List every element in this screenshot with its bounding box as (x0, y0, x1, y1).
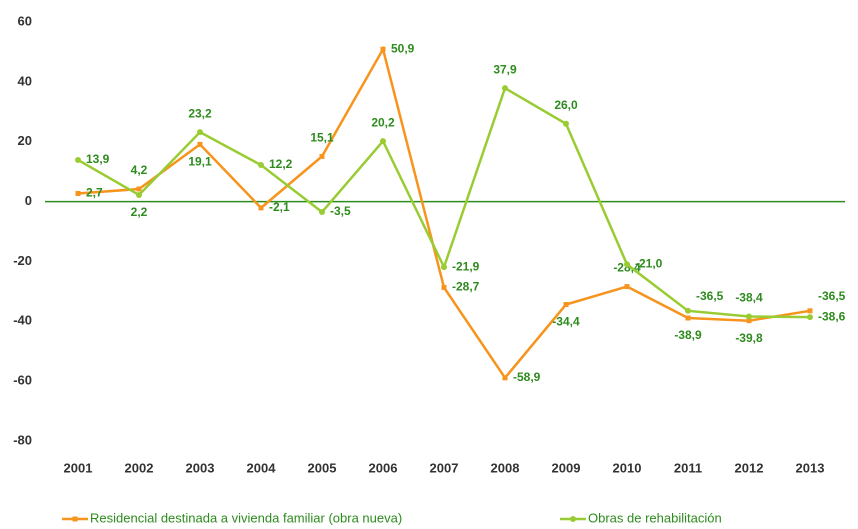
x-tick-label: 2009 (552, 460, 581, 475)
x-tick-label: 2002 (125, 460, 154, 475)
marker (563, 120, 569, 127)
marker (502, 85, 508, 92)
marker (746, 318, 752, 324)
x-tick-label: 2006 (369, 460, 398, 475)
value-label: 13,9 (86, 152, 110, 166)
marker (624, 261, 630, 268)
marker (746, 313, 752, 320)
value-label: -21,9 (452, 259, 480, 273)
y-tick-label: 60 (18, 13, 32, 28)
value-label: 23,2 (188, 106, 212, 120)
x-tick-label: 2008 (491, 460, 520, 475)
value-label: -38,6 (818, 309, 846, 323)
value-label: -3,5 (330, 204, 351, 218)
value-label: -21,0 (635, 257, 663, 271)
x-tick-label: 2007 (430, 460, 459, 475)
marker (807, 308, 813, 314)
marker (380, 46, 386, 52)
value-label: 26,0 (554, 98, 578, 112)
marker (197, 129, 203, 136)
value-label: 2,7 (86, 186, 103, 200)
marker (441, 264, 447, 271)
y-tick-label: 40 (18, 73, 32, 88)
value-label: 37,9 (493, 62, 517, 76)
marker (685, 307, 691, 314)
marker (197, 141, 203, 147)
marker (75, 190, 81, 196)
legend-label: Obras de rehabilitación (588, 510, 722, 525)
value-label: 15,1 (310, 131, 334, 145)
value-label: 19,1 (188, 155, 212, 169)
marker (319, 153, 325, 159)
marker (75, 156, 81, 163)
x-tick-label: 2001 (64, 460, 93, 475)
marker (502, 375, 508, 381)
value-label: 50,9 (391, 41, 415, 55)
value-label: 12,2 (269, 157, 293, 171)
x-tick-label: 2003 (186, 460, 215, 475)
x-tick-label: 2005 (308, 460, 337, 475)
x-tick-label: 2012 (735, 460, 764, 475)
value-label: -34,4 (552, 315, 580, 329)
x-tick-label: 2004 (247, 460, 277, 475)
x-tick-label: 2010 (613, 460, 642, 475)
legend-label: Residencial destinada a vivienda familia… (90, 510, 402, 525)
marker (441, 284, 447, 290)
value-label: -36,5 (696, 289, 724, 303)
marker (136, 186, 142, 192)
value-label: -38,9 (674, 328, 702, 342)
marker (624, 284, 630, 290)
marker (136, 191, 142, 198)
value-label: -39,8 (735, 331, 763, 345)
y-tick-label: -40 (13, 313, 32, 328)
x-tick-label: 2013 (796, 460, 825, 475)
marker (563, 302, 569, 308)
x-tick-label: 2011 (674, 460, 702, 475)
y-tick-label: -60 (13, 373, 32, 388)
value-label: -28,7 (452, 280, 480, 294)
marker (258, 205, 264, 211)
y-tick-label: 0 (25, 193, 32, 208)
value-label: -38,4 (735, 291, 763, 305)
marker (685, 315, 691, 321)
legend-marker (72, 516, 78, 522)
value-label: 20,2 (371, 115, 395, 129)
value-label: -58,9 (513, 370, 541, 384)
value-label: -36,5 (818, 289, 846, 303)
value-label: 2,2 (131, 205, 148, 219)
y-tick-label: -80 (13, 432, 32, 447)
value-label: 4,2 (131, 163, 148, 177)
marker (380, 138, 386, 145)
value-label: -2,1 (269, 200, 290, 214)
marker (319, 209, 325, 216)
y-tick-label: 20 (18, 133, 32, 148)
y-tick-label: -20 (13, 253, 32, 268)
marker (807, 314, 813, 321)
marker (258, 162, 264, 169)
legend-marker (570, 516, 576, 522)
